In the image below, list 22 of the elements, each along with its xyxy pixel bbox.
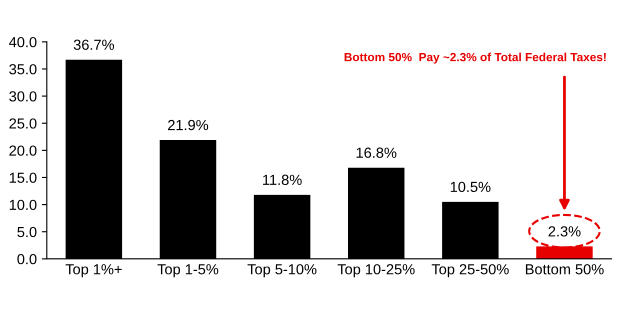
y-tick-label: 30.0 — [9, 91, 37, 102]
data-label: 36.7% — [74, 40, 114, 50]
data-label: 10.5% — [450, 182, 490, 192]
x-tick-label: Bottom 50% — [526, 264, 604, 274]
data-label: 21.9% — [168, 120, 208, 130]
data-label: 2.3% — [548, 226, 581, 237]
x-tick-label: Top 10-25% — [338, 264, 415, 278]
y-tick-label: 10.0 — [10, 200, 37, 210]
y-tick-label: 40.0 — [9, 36, 37, 48]
y-tick-label: 20.0 — [9, 145, 37, 156]
x-tick-label: Top 25-50% — [432, 264, 509, 278]
x-tick-label: Top 1%+ — [66, 264, 122, 278]
y-tick-label: 25.0 — [9, 118, 37, 129]
y-tick-label: 0.0 — [17, 254, 37, 264]
annotation: Bottom 50% Pay ~2.3% of Total Federal Taxes! — [344, 52, 606, 64]
data-label: 16.8% — [356, 148, 396, 158]
y-tick-label: 35.0 — [9, 64, 37, 74]
x-tick-label: Top 5-10% — [248, 264, 316, 278]
y-tick-label: 15.0 — [10, 172, 37, 183]
x-tick-label: Top 1-5% — [158, 264, 218, 278]
data-label: 11.8% — [263, 174, 302, 186]
y-tick-label: 5.0 — [17, 226, 37, 238]
